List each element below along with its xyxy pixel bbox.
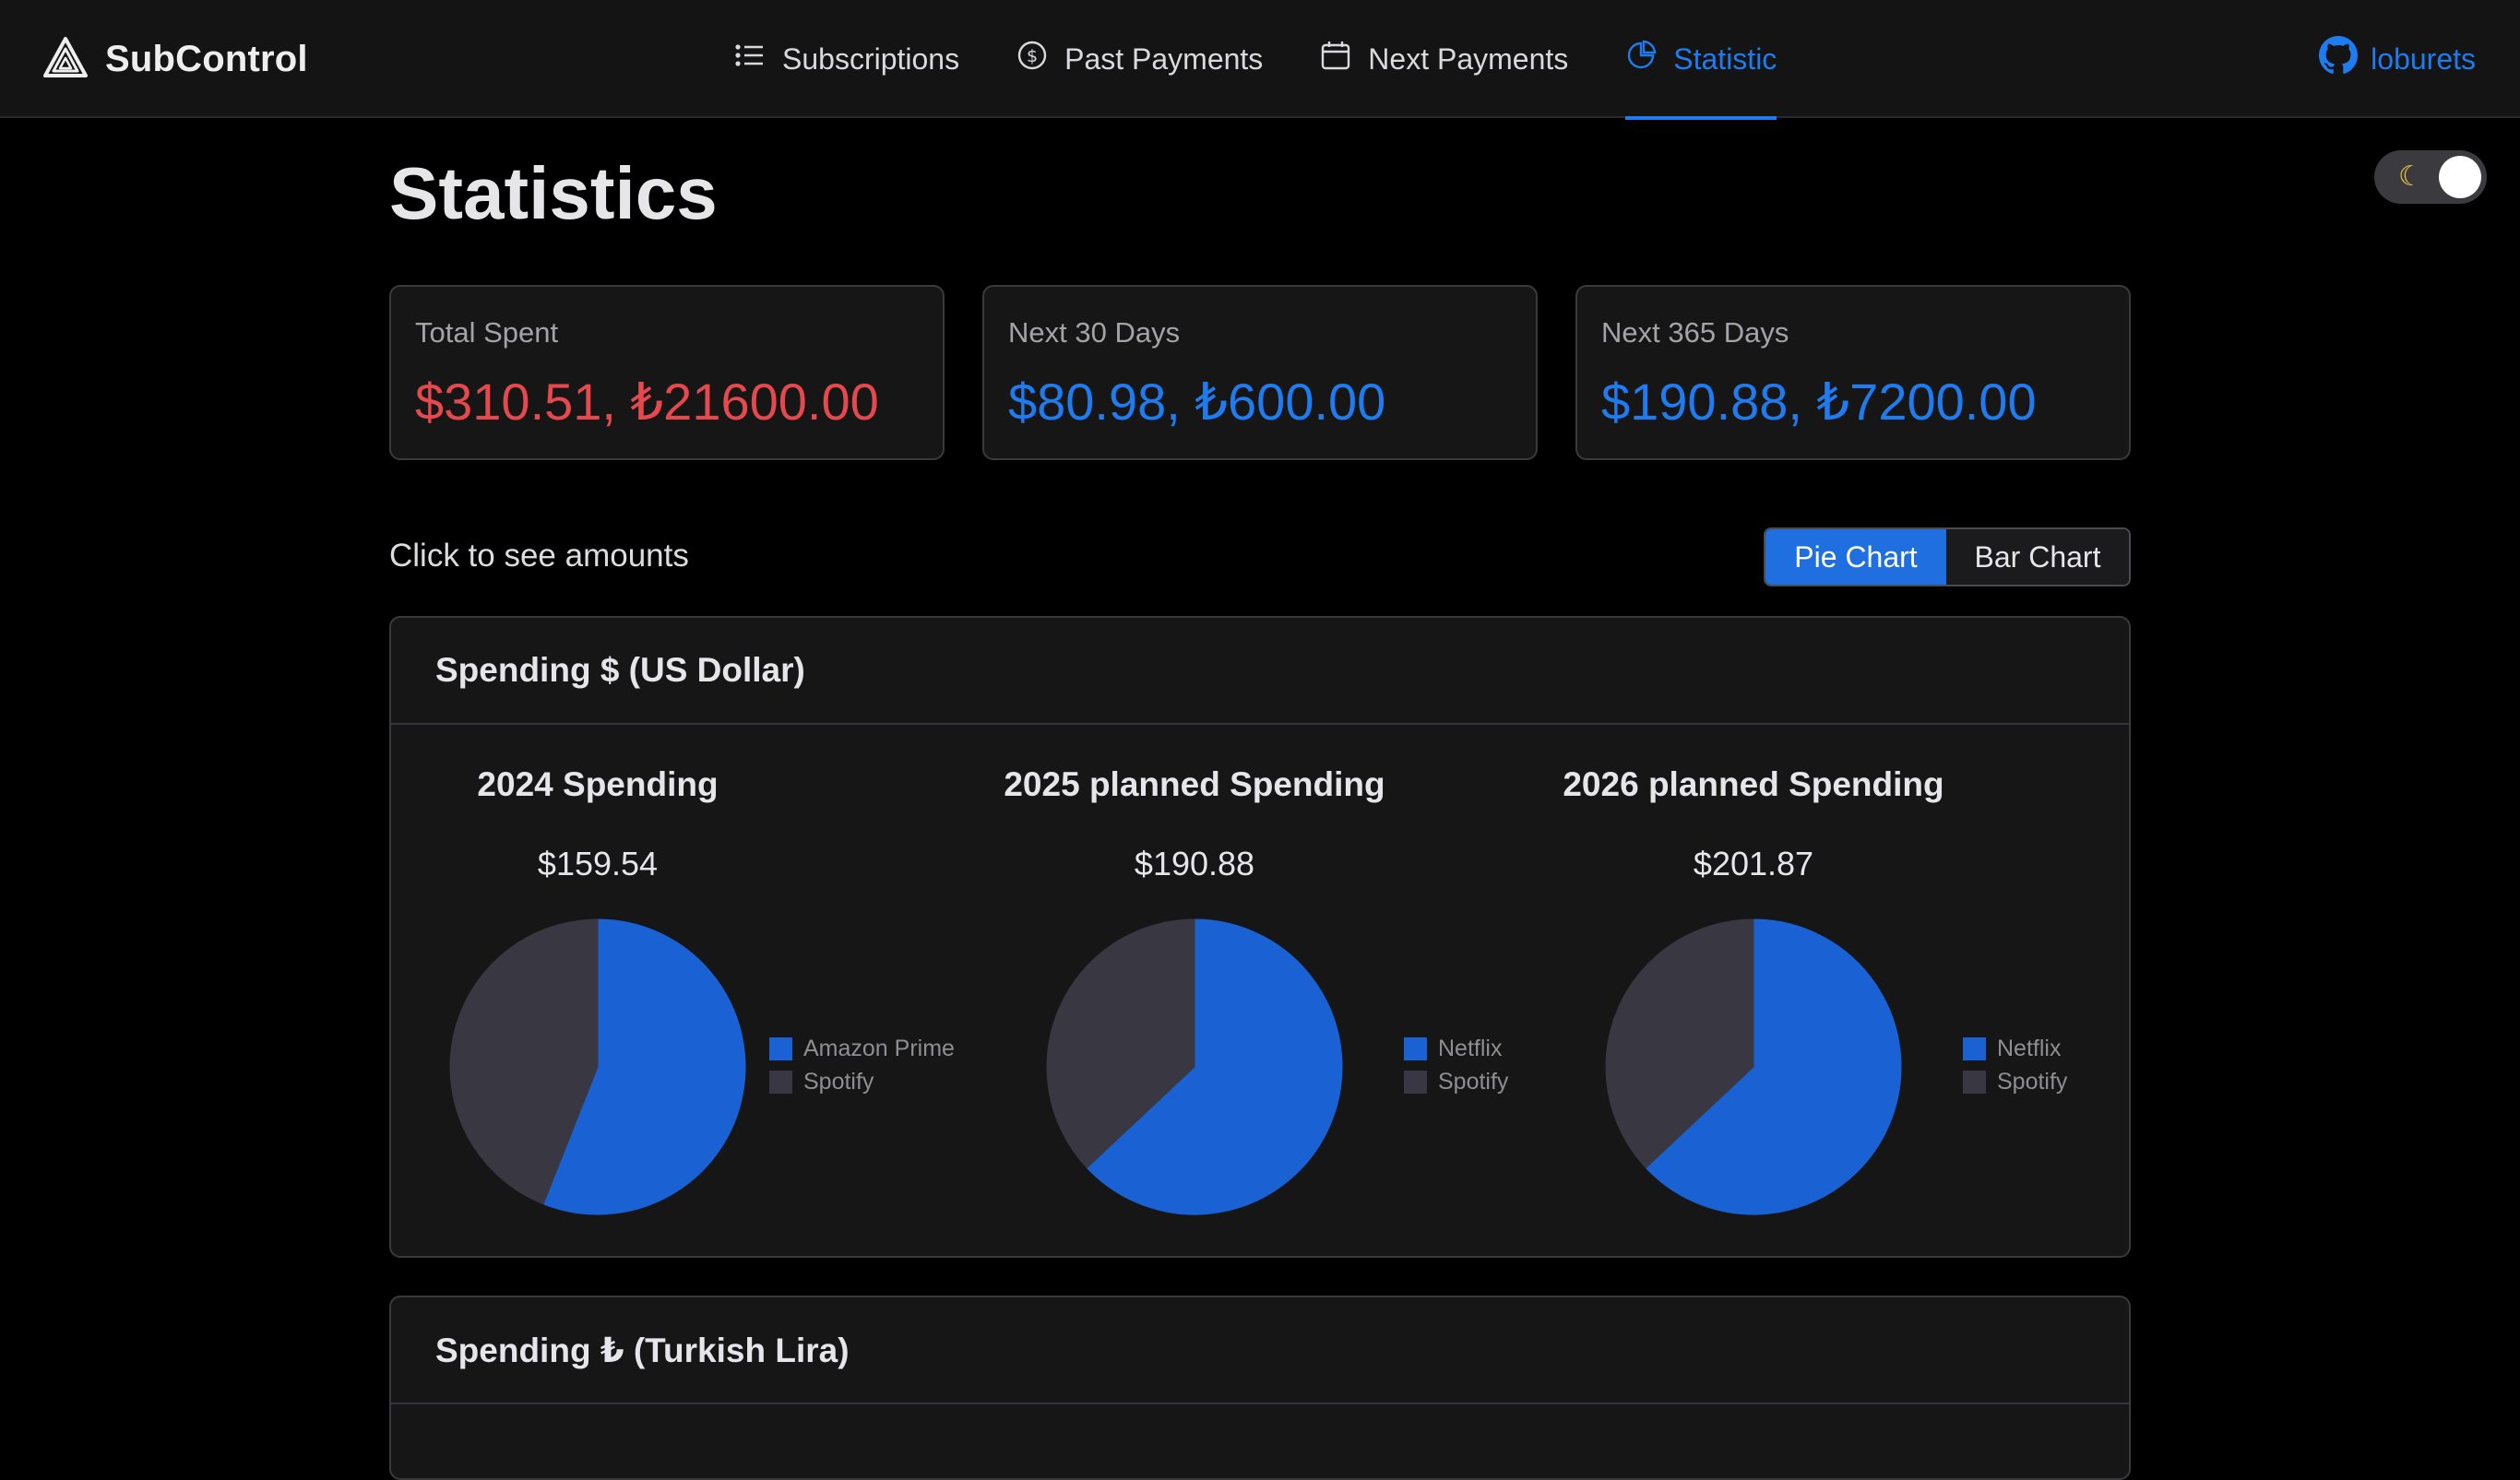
github-icon	[2319, 36, 2359, 82]
pie-slice-spotify[interactable]	[1605, 918, 1754, 1169]
stat-card-total-spent: Total Spent $310.51, ₺21600.00	[389, 285, 945, 460]
page-title: Statistics	[389, 152, 718, 234]
pie-chart-total: $159.54	[537, 845, 659, 882]
legend-label: Spotify	[1438, 1068, 1509, 1095]
nav-item-statistic[interactable]: Statistic	[1625, 0, 1777, 120]
stat-value: $310.51, ₺21600.00	[415, 373, 879, 431]
pie-chart[interactable]	[1602, 916, 1905, 1218]
main-nav: Subscriptions $ Past Payments Next Payme…	[734, 0, 1834, 120]
legend-item[interactable]: Amazon Prime	[769, 1032, 955, 1065]
legend-swatch	[1963, 1070, 1986, 1094]
calendar-icon	[1320, 40, 1351, 78]
stat-label: Next 30 Days	[1008, 316, 1181, 349]
legend-item[interactable]: Spotify	[1963, 1065, 2067, 1098]
pie-slice-amazon-prime[interactable]	[542, 918, 746, 1215]
pie-legend: Netflix Spotify	[1963, 1032, 2067, 1098]
nav-item-past-payments[interactable]: $ Past Payments	[1016, 0, 1263, 118]
pie-chart-button[interactable]: Pie Chart	[1765, 529, 1946, 585]
dollar-circle-icon: $	[1016, 40, 1048, 78]
legend-swatch	[1404, 1070, 1427, 1094]
stat-value: $80.98, ₺600.00	[1008, 373, 1386, 431]
top-navbar: SubControl Subscriptions $ Past Payments	[0, 0, 2520, 120]
brand-name: SubControl	[105, 38, 308, 79]
panel-title: Spending $ (US Dollar)	[391, 618, 2129, 725]
moon-icon: ☾	[2398, 161, 2423, 192]
legend-label: Spotify	[803, 1068, 874, 1095]
stat-label: Total Spent	[415, 316, 559, 349]
legend-swatch	[1963, 1036, 1986, 1060]
legend-item[interactable]: Netflix	[1963, 1032, 2067, 1065]
pie-charts-row: 2024 Spending $159.54 Amazon Prime Spotify 2…	[391, 725, 2129, 1256]
legend-swatch	[769, 1070, 792, 1094]
bar-chart-button[interactable]: Bar Chart	[1946, 529, 2129, 585]
nav-item-next-payments[interactable]: Next Payments	[1320, 0, 1568, 118]
pie-chart-title: 2025 planned Spending	[1004, 765, 1385, 803]
pie-chart-total: $201.87	[1693, 845, 1814, 882]
legend-label: Spotify	[1997, 1068, 2068, 1095]
legend-swatch	[769, 1036, 792, 1060]
brand[interactable]: SubControl	[42, 35, 308, 83]
legend-swatch	[1404, 1036, 1427, 1060]
legend-label: Netflix	[1997, 1035, 2062, 1061]
list-icon	[734, 40, 766, 78]
stat-value: $190.88, ₺7200.00	[1601, 373, 2037, 431]
pie-slice-netflix[interactable]	[1645, 918, 1902, 1215]
svg-text:$: $	[1027, 46, 1038, 66]
toggle-knob	[2439, 156, 2481, 198]
theme-toggle[interactable]: ☾	[2374, 150, 2487, 204]
pie-chart-title: 2026 planned Spending	[1563, 765, 1944, 803]
pie-slice-netflix[interactable]	[1086, 918, 1343, 1215]
pie-legend: Netflix Spotify	[1404, 1032, 1508, 1098]
nav-label-subscriptions: Subscriptions	[782, 41, 960, 76]
legend-label: Netflix	[1438, 1035, 1503, 1061]
panel-title: Spending ₺ (Turkish Lira)	[391, 1297, 2129, 1404]
nav-label-statistic: Statistic	[1673, 41, 1777, 76]
click-hint: Click to see amounts	[389, 538, 689, 574]
stat-label: Next 365 Days	[1601, 316, 1789, 349]
pie-legend: Amazon Prime Spotify	[769, 1032, 955, 1098]
stat-card-next-365-days: Next 365 Days $190.88, ₺7200.00	[1575, 285, 2131, 460]
legend-item[interactable]: Spotify	[1404, 1065, 1508, 1098]
nav-label-next-payments: Next Payments	[1368, 41, 1569, 76]
pie-chart-icon	[1625, 40, 1657, 78]
github-username: loburets	[2371, 41, 2476, 76]
legend-item[interactable]: Netflix	[1404, 1032, 1508, 1065]
chart-type-toggle: Pie Chart Bar Chart	[1764, 527, 2131, 586]
pie-chart-title: 2024 Spending	[477, 765, 719, 803]
github-link[interactable]: loburets	[2319, 36, 2476, 82]
usd-spending-panel: Spending $ (US Dollar) 2024 Spending $159…	[389, 616, 2131, 1258]
try-spending-panel: Spending ₺ (Turkish Lira)	[389, 1296, 2131, 1480]
pie-slice-spotify[interactable]	[1046, 918, 1195, 1169]
legend-label: Amazon Prime	[803, 1035, 955, 1061]
pie-slice-spotify[interactable]	[449, 918, 599, 1205]
nav-item-subscriptions[interactable]: Subscriptions	[734, 0, 959, 118]
alert-triangle-icon	[42, 36, 89, 83]
nav-label-past-payments: Past Payments	[1064, 41, 1264, 76]
stat-card-next-30-days: Next 30 Days $80.98, ₺600.00	[982, 285, 1538, 460]
pie-chart[interactable]	[1043, 916, 1346, 1218]
legend-item[interactable]: Spotify	[769, 1065, 955, 1098]
pie-chart[interactable]	[446, 916, 749, 1218]
pie-chart-total: $190.88	[1134, 845, 1255, 882]
